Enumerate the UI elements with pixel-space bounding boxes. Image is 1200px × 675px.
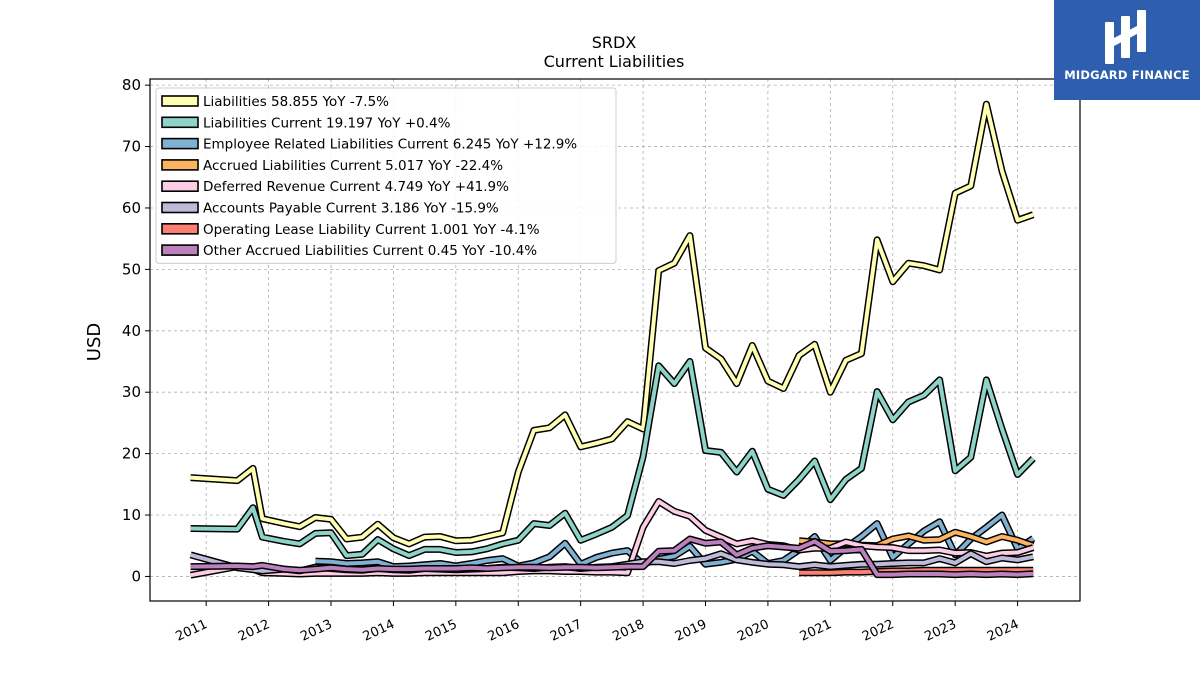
legend-entry: Operating Lease Liability Current 1.001 …: [203, 222, 540, 238]
x-ticks: 2011 2012 2013 2014 2015 2016 2017 2018 2019 2020…: [174, 601, 1021, 645]
plot-frame: [149, 78, 1081, 602]
y-tick-label: 50: [122, 260, 141, 278]
x-tick-label: 2015: [423, 617, 459, 645]
series-line: [190, 359, 1035, 558]
legend-swatch: [161, 95, 199, 107]
legend-entry: Deferred Revenue Current 4.749 YoY +41.9…: [203, 179, 509, 195]
legend-entry: Employee Related Liabilities Current 6.2…: [203, 137, 577, 153]
series-liabilities: [190, 100, 1035, 548]
y-tick-label: 0: [131, 567, 141, 585]
x-tick-label: 2021: [798, 617, 834, 645]
y-tick-label: 80: [122, 76, 141, 94]
x-tick-label: 2018: [610, 617, 646, 645]
midgard-logo-icon: [1105, 10, 1146, 64]
legend-swatch: [161, 223, 199, 235]
x-tick-label: 2020: [735, 617, 771, 645]
y-tick-label: 40: [122, 322, 141, 340]
legend-swatch: [161, 159, 199, 171]
x-tick-label: 2017: [548, 617, 584, 645]
series-line: [190, 537, 1034, 577]
x-tick-label: 2012: [236, 617, 272, 645]
x-tick-label: 2014: [361, 617, 397, 645]
legend-entry: Liabilities Current 19.197 YoY +0.4%: [203, 115, 451, 131]
y-tick-label: 20: [122, 445, 141, 463]
x-tick-label: 2019: [673, 617, 709, 645]
brand-logo: MIDGARD FINANCE: [1054, 0, 1200, 100]
y-tick-label: 10: [122, 506, 141, 524]
series-other-accrued-liabilities-current: [190, 535, 1034, 579]
legend-entry: Liabilities 58.855 YoY -7.5%: [203, 94, 389, 110]
y-tick-label: 70: [122, 138, 141, 156]
legend-swatch: [161, 137, 199, 150]
legend: Liabilities 58.855 YoY -7.5% Liabilities …: [155, 87, 617, 264]
y-tick-label: 30: [122, 383, 141, 401]
y-tick-label: 60: [122, 199, 141, 217]
series-liabilities-current: [190, 358, 1036, 560]
x-tick-label: 2013: [298, 617, 334, 645]
chart-subtitle: Current Liabilities: [544, 52, 685, 71]
brand-name: MIDGARD FINANCE: [1064, 68, 1190, 82]
legend-swatch: [161, 201, 199, 214]
legend-entry: Other Accrued Liabilities Current 0.45 Y…: [203, 243, 537, 259]
legend-swatch: [161, 116, 199, 129]
x-tick-label: 2024: [985, 617, 1021, 645]
x-tick-label: 2022: [860, 617, 896, 645]
chart-title: SRDX: [592, 33, 637, 52]
legend-swatch: [161, 180, 199, 192]
legend-swatch: [161, 244, 199, 256]
y-ticks: 0 10 20 30 40 50 60 70 80: [122, 76, 150, 585]
legend-box: [155, 87, 617, 264]
series-layer: [189, 100, 1036, 579]
x-tick-label: 2023: [923, 617, 959, 645]
y-axis-label: USD: [84, 323, 105, 361]
series-line: [190, 102, 1034, 546]
legend-entry: Accrued Liabilities Current 5.017 YoY -2…: [203, 158, 503, 174]
x-tick-label: 2016: [486, 617, 522, 645]
legend-entry: Accounts Payable Current 3.186 YoY -15.9…: [203, 201, 499, 217]
x-tick-label: 2011: [174, 617, 210, 645]
